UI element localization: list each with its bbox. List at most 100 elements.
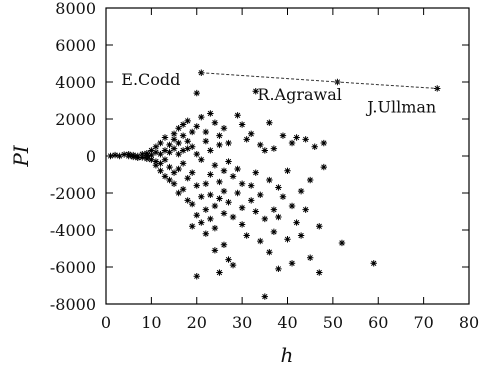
data-point [279, 193, 287, 200]
data-point [238, 221, 246, 228]
data-point [211, 162, 219, 169]
data-point [111, 151, 119, 159]
data-point [120, 151, 128, 158]
data-point [261, 147, 269, 154]
data-point [225, 199, 232, 206]
data-point [252, 208, 259, 215]
data-point [320, 139, 327, 147]
data-point [139, 150, 146, 158]
data-point [216, 178, 223, 186]
data-point [189, 143, 196, 150]
data-point [170, 180, 178, 187]
annotations: E.Codd R.Agrawal J.Ullman [121, 70, 436, 117]
data-point [234, 165, 241, 173]
data-point [338, 239, 346, 247]
data-point [202, 206, 210, 213]
data-point [284, 167, 291, 174]
data-point [143, 155, 151, 162]
data-point [170, 145, 178, 152]
data-point [198, 219, 205, 226]
data-point [125, 150, 132, 158]
data-point [243, 136, 250, 143]
data-point [229, 261, 237, 269]
y-tick-label: 6000 [55, 36, 96, 55]
data-point [157, 150, 164, 158]
data-point [275, 265, 282, 273]
data-point [202, 138, 210, 145]
data-point [139, 154, 146, 161]
data-point [306, 176, 314, 184]
data-point [257, 141, 264, 149]
data-point [275, 213, 282, 221]
data-point [207, 191, 214, 199]
data-point [157, 139, 164, 147]
data-point [189, 223, 196, 230]
data-point [184, 175, 191, 182]
data-point [202, 128, 210, 136]
data-point [270, 145, 278, 152]
y-tick-label: 8000 [55, 0, 96, 18]
data-point [261, 215, 269, 223]
data-point [170, 136, 178, 143]
data-point [216, 269, 223, 276]
data-point [225, 158, 232, 165]
x-axis-title: h [281, 343, 294, 367]
data-point [234, 189, 241, 197]
data-point [193, 212, 200, 219]
data-point [161, 134, 169, 141]
data-point [297, 232, 305, 239]
data-point [179, 186, 187, 193]
data-point [211, 119, 219, 126]
data-point [434, 85, 441, 92]
data-point [152, 143, 160, 150]
data-point [248, 197, 255, 204]
data-point [297, 187, 305, 195]
y-tick-label: 4000 [55, 73, 96, 92]
data-point [175, 125, 182, 132]
data-point [198, 156, 205, 163]
data-point [130, 151, 137, 159]
data-point [161, 156, 169, 163]
data-point [275, 184, 282, 191]
data-point [238, 180, 246, 187]
data-point [152, 162, 160, 169]
y-tick-label: -4000 [50, 221, 96, 240]
data-point [216, 141, 223, 149]
plot-frame [105, 7, 470, 305]
data-point [220, 210, 228, 217]
data-point [229, 173, 237, 180]
data-point [193, 89, 200, 97]
data-point [302, 136, 309, 143]
data-point [175, 150, 182, 158]
annotation-label: J.Ullman [365, 97, 436, 116]
data-point [220, 125, 228, 132]
data-point [175, 189, 182, 197]
data-point [288, 202, 296, 210]
data-point [148, 151, 155, 159]
y-axis-title: PI [9, 144, 33, 167]
data-point [302, 206, 309, 213]
data-point [216, 132, 223, 139]
trend-line-group [201, 72, 438, 89]
data-point [234, 112, 241, 119]
x-tick-label: 40 [277, 313, 297, 332]
data-point [252, 169, 259, 176]
y-tick-label: -2000 [50, 184, 96, 203]
data-point [370, 260, 377, 267]
data-point [184, 145, 191, 152]
data-point [316, 223, 323, 230]
data-point [316, 269, 323, 276]
data-point [270, 206, 278, 213]
data-point [288, 260, 296, 267]
data-point [175, 139, 182, 147]
y-tick-label: -8000 [50, 295, 96, 314]
data-point [229, 213, 237, 221]
data-point [116, 152, 123, 160]
data-point [207, 215, 214, 223]
y-tick-label: -6000 [50, 258, 96, 277]
data-point [248, 130, 255, 137]
data-point [211, 224, 219, 232]
data-point [238, 204, 246, 211]
data-point [207, 147, 214, 154]
